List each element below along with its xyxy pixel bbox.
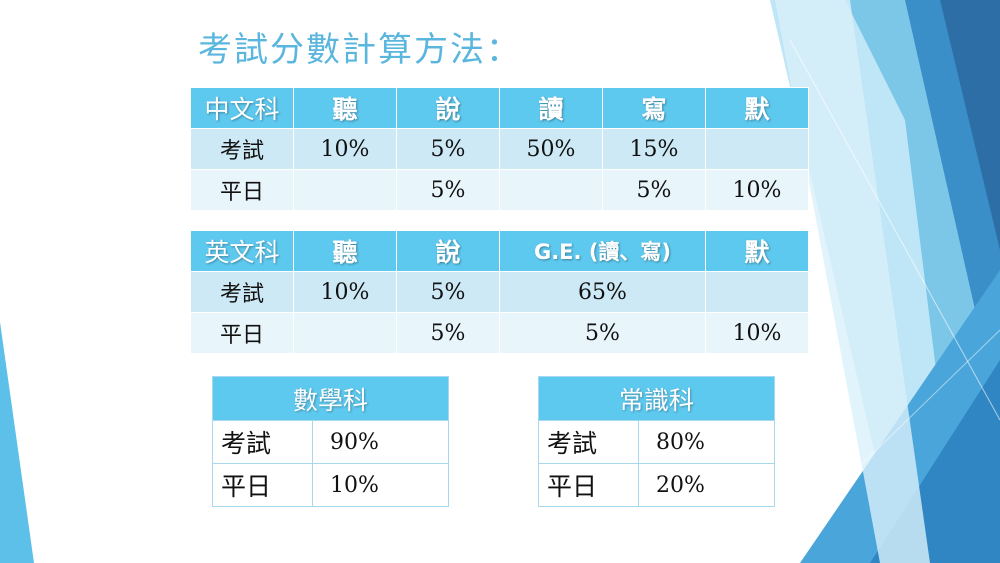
- math-exam-row: 考試 90%: [212, 420, 450, 464]
- chinese-exam-row: 考試 10% 5% 50% 15%: [190, 128, 809, 170]
- table-cell: [705, 271, 809, 313]
- english-header-speaking: 說: [396, 230, 500, 272]
- table-cell: 65%: [499, 271, 706, 313]
- row-label: 平日: [538, 463, 639, 507]
- table-cell: [705, 128, 809, 170]
- table-cell: 5%: [396, 169, 500, 211]
- table-cell: 80%: [637, 420, 776, 464]
- chinese-header-reading: 讀: [499, 87, 603, 129]
- table-cell: 5%: [499, 312, 706, 354]
- chinese-header-row: 中文科 聽 說 讀 寫 默: [190, 87, 809, 129]
- general-header: 常識科: [537, 376, 776, 421]
- general-daily-row: 平日 20%: [538, 463, 776, 507]
- table-cell: 5%: [396, 312, 500, 354]
- english-header-dictation: 默: [705, 230, 809, 272]
- chinese-header-listening: 聽: [293, 87, 397, 129]
- table-cell: 5%: [602, 169, 706, 211]
- table-cell: 5%: [396, 128, 500, 170]
- right-light-wedge: [775, 0, 930, 563]
- math-header-row: 數學科: [211, 376, 450, 421]
- row-label: 平日: [190, 169, 294, 211]
- table-cell: 20%: [637, 463, 776, 507]
- math-daily-row: 平日 10%: [212, 463, 450, 507]
- table-cell: 10%: [293, 128, 397, 170]
- english-header-row: 英文科 聽 說 G.E. (讀、寫) 默: [190, 230, 809, 272]
- page-title: 考試分數計算方法：: [198, 30, 522, 70]
- table-cell: [293, 169, 397, 211]
- row-label: 平日: [190, 312, 294, 354]
- table-cell: 90%: [311, 420, 450, 464]
- english-daily-row: 平日 5% 5% 10%: [190, 312, 809, 354]
- table-cell: [293, 312, 397, 354]
- thin-line-2: [759, 329, 1000, 563]
- chinese-header-speaking: 說: [396, 87, 500, 129]
- table-cell: 10%: [293, 271, 397, 313]
- english-subject-cell: 英文科: [190, 230, 294, 272]
- table-cell: 10%: [705, 312, 809, 354]
- row-label: 考試: [190, 271, 294, 313]
- table-cell: 50%: [499, 128, 603, 170]
- english-table: 英文科 聽 說 G.E. (讀、寫) 默 考試 10% 5% 65% 平日 5%…: [190, 230, 809, 354]
- math-table: 數學科 考試 90% 平日 10%: [211, 376, 450, 507]
- thin-line-1: [789, 39, 1000, 421]
- table-cell: 5%: [396, 271, 500, 313]
- math-header: 數學科: [211, 376, 450, 421]
- english-exam-row: 考試 10% 5% 65%: [190, 271, 809, 313]
- general-exam-row: 考試 80%: [538, 420, 776, 464]
- general-studies-table: 常識科 考試 80% 平日 20%: [537, 376, 776, 507]
- chinese-table: 中文科 聽 說 讀 寫 默 考試 10% 5% 50% 15% 平日 5% 5%…: [190, 87, 809, 211]
- row-label: 考試: [212, 420, 313, 464]
- chinese-header-dictation: 默: [705, 87, 809, 129]
- table-cell: 10%: [705, 169, 809, 211]
- table-cell: 15%: [602, 128, 706, 170]
- row-label: 考試: [538, 420, 639, 464]
- english-header-ge: G.E. (讀、寫): [499, 230, 706, 272]
- chinese-daily-row: 平日 5% 5% 10%: [190, 169, 809, 211]
- right-panel-deep: [940, 0, 1000, 250]
- english-header-listening: 聽: [293, 230, 397, 272]
- chinese-header-writing: 寫: [602, 87, 706, 129]
- row-label: 考試: [190, 128, 294, 170]
- row-label: 平日: [212, 463, 313, 507]
- table-cell: [499, 169, 603, 211]
- left-accent-shape: [0, 322, 34, 563]
- general-header-row: 常識科: [537, 376, 776, 421]
- table-cell: 10%: [311, 463, 450, 507]
- chinese-subject-cell: 中文科: [190, 87, 294, 129]
